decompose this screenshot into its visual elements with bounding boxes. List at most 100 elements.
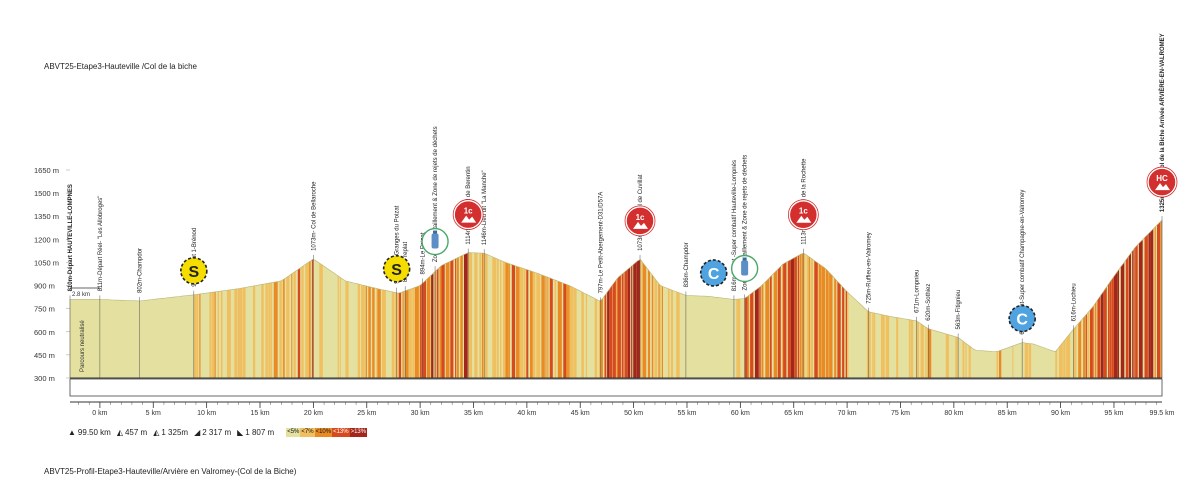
gradient-stripe	[662, 220, 663, 378]
y-tick-label: 1650 m	[34, 166, 59, 175]
gradient-stripe	[787, 220, 791, 378]
sprint-marker: C	[699, 259, 728, 287]
gradient-stripe	[590, 220, 594, 378]
gradient-stripe	[1125, 220, 1129, 378]
gradient-stripe	[801, 220, 804, 378]
gradient-stripe	[1144, 220, 1148, 378]
gradient-stripe	[750, 220, 754, 378]
gradient-stripe	[955, 220, 958, 378]
kom-ring	[624, 205, 656, 237]
stat-ascent-value: 2 317 m	[202, 428, 232, 437]
gradient-stripe	[889, 220, 892, 378]
gradient-stripe	[415, 220, 419, 378]
y-tick-label: 1500 m	[34, 189, 59, 198]
gradient-stripe	[842, 220, 845, 378]
gradient-stripe	[402, 220, 404, 378]
gradient-stripe	[765, 220, 770, 378]
gradient-stripe	[268, 220, 270, 378]
gradient-stripe	[834, 220, 837, 378]
waypoint-label: 620m-Sothiez	[926, 284, 932, 321]
bottle-icon	[741, 260, 749, 276]
sprint-badge	[699, 259, 728, 287]
gradient-stripe	[773, 220, 777, 378]
gradient-stripe	[412, 220, 415, 378]
gradient-stripe	[455, 220, 457, 378]
gradient-stripe	[261, 220, 264, 378]
waypoint-label: 630m-Sprint-Super combatif Champagne-en-…	[1020, 190, 1026, 335]
x-tick-label: 55 km	[677, 410, 696, 417]
gradient-stripe	[265, 220, 268, 378]
gradient-stripe	[332, 220, 334, 378]
x-tick-label: 45 km	[571, 410, 590, 417]
gradient-stripe	[1135, 220, 1138, 378]
gradient-stripe	[925, 220, 927, 378]
waypoint-label: Zone de ravitaillement & Zone de rejets …	[743, 155, 749, 291]
gradient-stripe	[436, 220, 439, 378]
x-tick-label: 0 km	[92, 410, 107, 417]
gradient-stripe	[422, 220, 427, 378]
gradient-stripe	[1002, 220, 1007, 378]
kom-ring	[452, 199, 484, 230]
gradient-stripe	[326, 220, 329, 378]
gradient-stripe	[594, 220, 598, 378]
gradient-stripe	[1090, 220, 1093, 378]
gradient-stripe	[365, 220, 367, 378]
stat-climb-2: ◭ 1 325m	[153, 428, 188, 437]
gradient-stripe	[998, 220, 1002, 378]
waypoint-label: 802m-Champdor	[137, 248, 143, 293]
gradient-stripe	[607, 220, 610, 378]
y-tick-label: 900 m	[34, 282, 55, 291]
gradient-stripe	[472, 220, 475, 378]
gradient-stripe	[426, 220, 431, 378]
gradient-stripe	[536, 220, 538, 378]
gradient-stripe	[526, 220, 529, 378]
gradient-stripe	[829, 220, 833, 378]
gradient-stripe	[1120, 220, 1125, 378]
gradient-stripe	[769, 220, 772, 378]
x-tick-label: 5 km	[146, 410, 161, 417]
gradient-stripe	[286, 220, 290, 378]
y-axis: 300 m 450 m 600 m 750 m 900 m 1050 m 1200 m 135…	[34, 166, 70, 383]
gradient-stripe	[996, 220, 998, 378]
gradient-stripe	[452, 220, 454, 378]
gradient-stripe	[199, 220, 201, 378]
gradient-stripe	[847, 220, 849, 378]
gradient-stripe	[568, 220, 570, 378]
waypoint-label: 894m-Le Poizat	[420, 232, 426, 274]
gradient-stripe	[496, 220, 499, 378]
gradient-stripe	[741, 220, 745, 378]
gradient-stripe	[1097, 220, 1101, 378]
x-tick-label: 75 km	[891, 410, 910, 417]
gradient-stripe	[557, 220, 562, 378]
y-tick-label: 300 m	[34, 374, 55, 383]
gradient-stripe	[818, 220, 822, 378]
gradient-stripes	[70, 220, 1162, 378]
gradient-stripe	[201, 220, 204, 378]
distance-icon: ▲	[68, 428, 76, 437]
gradient-stripe	[481, 220, 484, 378]
gradient-stripe	[1066, 220, 1071, 378]
gradient-stripe	[234, 220, 238, 378]
gradient-stripe	[1083, 220, 1086, 378]
gradient-stripe	[859, 220, 863, 378]
gradient-stripe	[387, 220, 390, 378]
gradient-stripe	[814, 220, 818, 378]
gradient-stripe	[806, 220, 809, 378]
gradient-stripe	[270, 220, 273, 378]
gradient-stripe	[372, 220, 375, 378]
x-tick-label: 25 km	[357, 410, 376, 417]
stage-title: ABVT25-Etape3-Hauteville /Col de la bich…	[44, 62, 197, 71]
gradient-stripe	[339, 220, 341, 378]
waypoint-label: 671m-Lompnieu	[914, 269, 920, 312]
gradient-stripe	[1028, 220, 1032, 378]
stat-climb-1-value: 457 m	[124, 428, 148, 437]
profile-caption: ABVT25-Profil-Etape3-Hauteville/Arvière …	[44, 467, 297, 476]
stat-descent-value: 1 807 m	[245, 428, 275, 437]
gradient-stripe	[408, 220, 412, 378]
gradient-stripe	[511, 220, 516, 378]
gradient-stripe	[418, 220, 421, 378]
gradient-stripe	[1109, 220, 1112, 378]
gradient-stripe	[624, 220, 628, 378]
gradient-stripe	[247, 220, 251, 378]
gradient-stripe	[908, 220, 911, 378]
